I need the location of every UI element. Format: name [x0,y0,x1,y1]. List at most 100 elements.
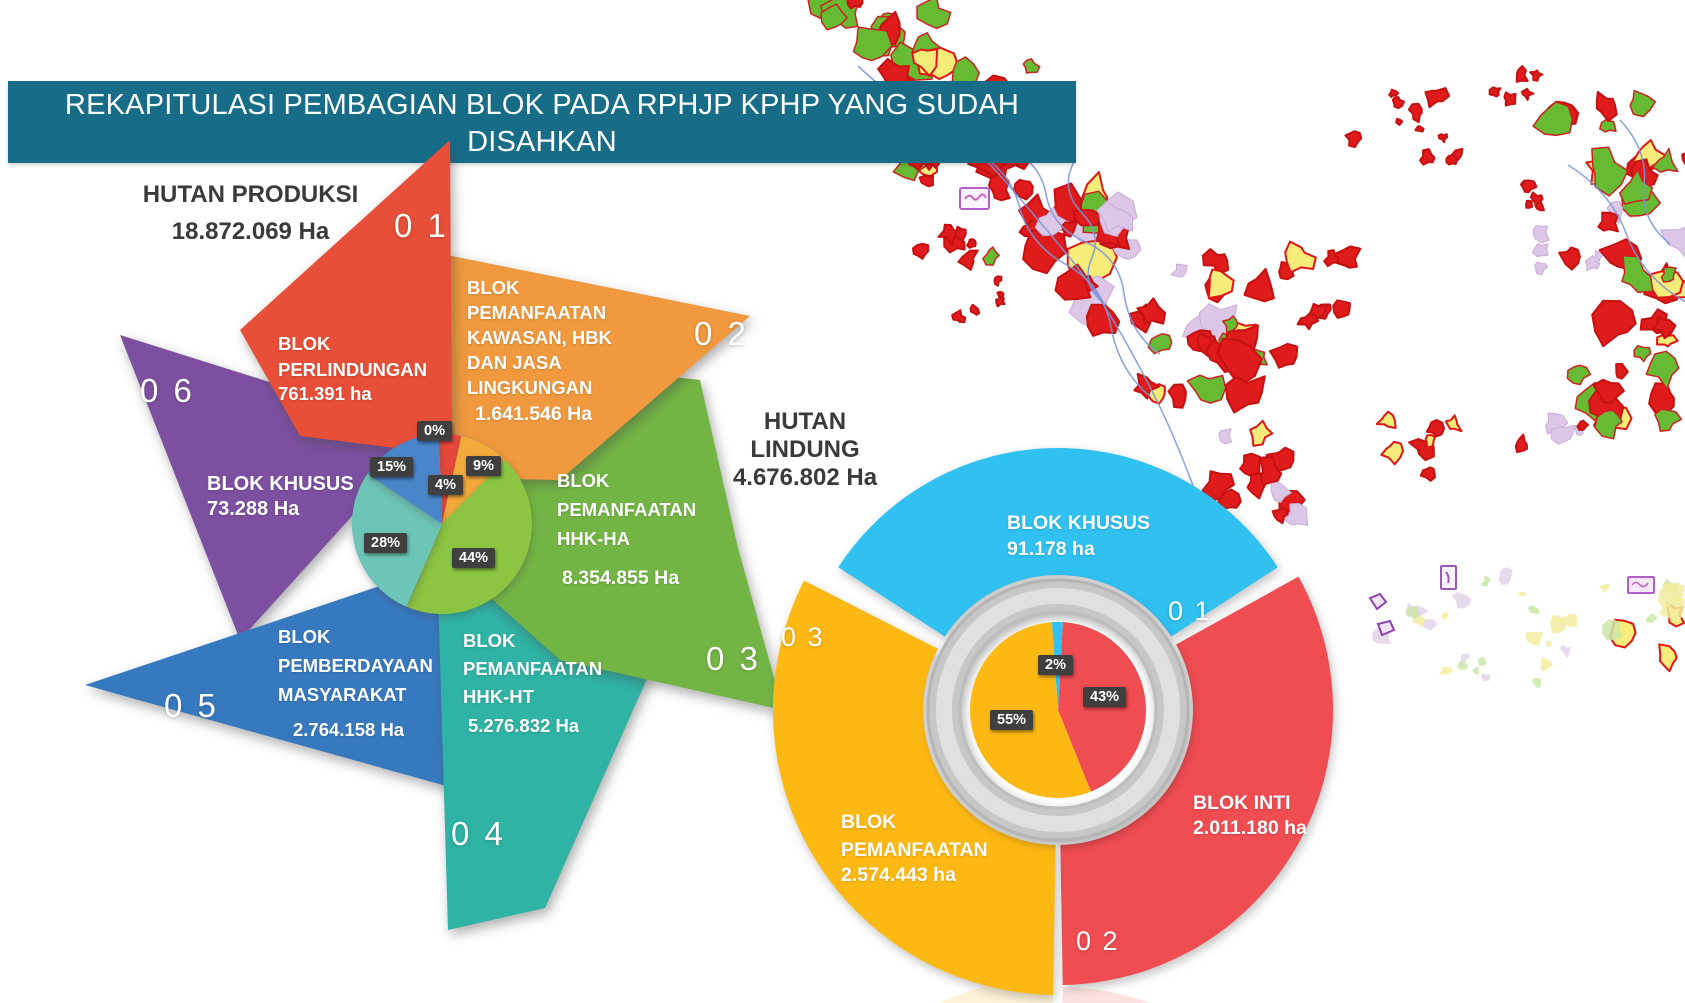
map-land-patch [1528,605,1540,615]
map-land-patch [982,246,1000,266]
map-land-patch [1480,581,1488,587]
map-land-patch [1388,88,1400,98]
pennant-05-pemberdayaan-masyarakat [85,553,478,792]
label-blok-pemanfaatan-kawasan: BLOK PEMANFAATAN KAWASAN, HBK DAN JASA L… [467,275,612,426]
block-number-04: 0 4 [451,815,506,852]
ring-rim [958,610,1158,810]
map-land-patch [1170,263,1188,278]
label-line: BLOK [278,626,331,647]
map-boundary-line [1619,119,1671,245]
map-land-patch [1532,677,1542,689]
map-land-patch [1629,89,1657,118]
map-purple-patch [1368,592,1388,611]
map-land-patch [912,242,930,260]
map-land-patch [1520,87,1535,101]
map-land-patch [1545,640,1553,648]
map-land-patch [1424,87,1451,109]
hutan-lindung-total: 4.676.802 Ha [732,464,878,491]
map-land-patch [953,225,967,242]
map-land-patch [1503,91,1517,107]
map-land-patch [1597,211,1619,233]
map-land-patch [1259,455,1283,486]
map-land-patch [1284,240,1317,274]
map-land-patch [1202,248,1230,275]
map-land-patch [1445,154,1458,166]
map-land-patch [1660,266,1677,283]
map-land-patch [1012,178,1034,201]
label-line: PEMANFAATAN [557,499,697,520]
map-boundary-line [1009,149,1161,355]
label-area: 73.288 Ha [207,498,300,520]
label-blok-perlindungan: BLOK PERLINDUNGAN 761.391 ha [278,331,427,405]
map-land-patch [951,309,967,324]
map-land-patch [1268,342,1299,369]
pct-chip-pemberdayaan: 15% [370,457,414,477]
label-area: 91.178 ha [1007,538,1095,560]
hutan-produksi-total: 18.872.069 Ha [171,218,330,245]
label-area: 8.354.855 Ha [562,567,680,589]
map-land-patch [1654,408,1683,432]
map-land-patch [969,303,981,316]
hp-pie-slice-4 [367,434,442,524]
map-land-patch [1515,65,1529,83]
map-land-patch [1022,58,1041,74]
label-line: PEMBERDAYAAN [278,655,433,676]
map-land-patch [1167,383,1187,409]
label-blok-pemanfaatan-hhk-ha: BLOK PEMANFAATAN HHK-HA 8.354.855 Ha [557,466,696,590]
hutan-lindung-title-1: HUTAN [763,408,847,435]
label-blok-inti: BLOK INTI 2.011.180 ha [1193,789,1307,840]
map-land-patch [1651,147,1679,173]
map-land-patch [1550,615,1567,634]
map-land-patch [1218,428,1233,445]
label-line: BLOK KHUSUS [207,473,354,495]
donut-number-01: 0 1 [1168,596,1212,626]
donut-silver-ring [926,578,1190,842]
map-land-patch [1034,206,1069,237]
map-land-patch [1534,201,1545,212]
map-land-patch [852,26,893,62]
donut-number-03: 0 3 [781,622,825,652]
map-land-patch [1207,268,1235,300]
map-land-patch [1584,254,1601,272]
map-marker-icon [959,187,990,210]
map-land-patch [1532,101,1574,137]
map-land-patch [1648,382,1675,415]
map-boundary-line [1567,164,1685,303]
map-land-patch [1395,117,1404,126]
pennant-02-pemanfaatan-kawasan [447,255,750,480]
donut-segment-1 [1060,576,1333,985]
map-land-patch [1424,434,1436,449]
title-line-2: DISAHKAN [467,126,617,158]
pct-chip-perlindungan: 4% [428,475,463,495]
map-land-patch [1550,424,1576,445]
map-land-patch [1243,267,1275,303]
map-land-patch [1457,660,1469,671]
map-land-patch [1284,502,1309,526]
map-land-patch [846,0,864,10]
hutan-produksi-title: HUTAN PRODUKSI [142,181,359,208]
label-blok-khusus-hp: BLOK KHUSUS 73.288 Ha [207,470,354,521]
map-land-patch [1576,419,1590,431]
label-area: 2.764.158 Ha [293,719,405,740]
map-land-patch [1498,567,1513,585]
pct-chip-hhk-ha: 44% [452,548,496,568]
label-blok-pemanfaatan-hhk-ht: BLOK PEMANFAATAN HHK-HT 5.276.832 Ha [463,627,602,737]
label-line: PEMANFAATAN [463,658,603,679]
title-banner: REKAPITULASI PEMBAGIAN BLOK PADA RPHJP K… [8,81,1076,163]
map-land-patch [1599,583,1610,594]
map-land-patch [1437,133,1449,144]
map-land-patch [1591,146,1629,197]
map-land-patch [1532,225,1550,244]
label-line: BLOK [841,811,897,833]
ring-rim [926,578,1190,842]
map-land-patch [1425,419,1445,438]
map-land-patch [957,249,979,271]
map-land-patch [1375,410,1397,429]
map-land-patch [1658,594,1685,624]
map-land-patch [1645,613,1658,623]
map-land-patch [1147,332,1173,355]
ring-band [936,588,1180,832]
hp-pie-slice-2 [406,460,532,614]
label-line: KAWASAN, HBK [467,327,612,348]
